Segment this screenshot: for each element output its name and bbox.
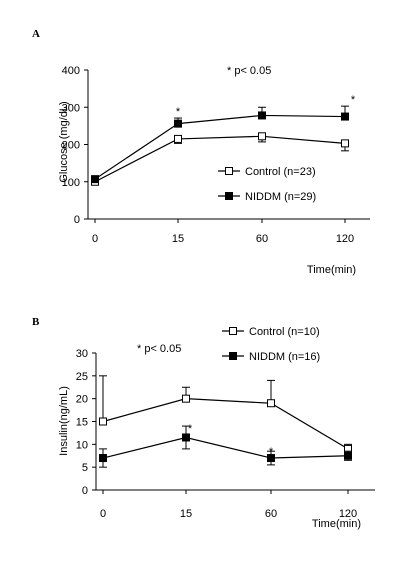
panel-a: A * p< 0.05 Glucose (mg/dL) Time(min) 0 1… xyxy=(32,28,370,276)
panel-b-series-niddm-point xyxy=(182,433,190,442)
panel-b-series-niddm-point xyxy=(267,454,275,463)
panel-a-series-control-point xyxy=(341,139,349,148)
panel-b-x-tick-label: 15 xyxy=(180,508,192,520)
panel-b-series-niddm-line xyxy=(102,436,349,459)
panel-b: B * p< 0.05 Insulin(ng/mL) Time(min) 0 5 1… xyxy=(32,316,375,530)
panel-b-series-niddm-point xyxy=(99,454,107,463)
panel-b-series-niddm-legend-marker xyxy=(229,352,237,360)
panel-b-y-tick-label: 25 xyxy=(76,371,88,383)
panel-b-x-tick-label: 120 xyxy=(339,508,357,520)
panel-b-significance-note: * p< 0.05 xyxy=(137,343,181,355)
panel-a-series-niddm-line xyxy=(94,114,346,180)
panel-b-significance-star: * xyxy=(269,446,274,458)
panel-b-series-control-point xyxy=(267,399,275,408)
panel-a-y-axis-title: Glucose (mg/dL) xyxy=(58,101,70,182)
panel-a-x-axis-title: Time(min) xyxy=(307,264,356,276)
panel-b-y-tick-label: 0 xyxy=(82,485,88,497)
panel-b-x-axis-title: Time(min) xyxy=(312,518,361,530)
panel-b-y-tick-label: 20 xyxy=(76,394,88,406)
panel-a-series-control-legend-label: Control (n=23) xyxy=(245,166,316,178)
panel-b-x-tick-label: 0 xyxy=(100,508,106,520)
panel-a-x-tick-label: 60 xyxy=(256,233,268,245)
panel-b-series-control-point xyxy=(99,417,107,426)
panel-a-significance-star: * xyxy=(176,106,181,118)
panel-a-series-niddm-legend-marker xyxy=(225,192,233,200)
panel-a-y-tick-label: 400 xyxy=(62,65,80,77)
panel-b-y-tick-label: 30 xyxy=(76,348,88,360)
panel-a-series-control-legend-marker xyxy=(225,167,233,175)
panel-a-significance-star: * xyxy=(351,94,356,106)
panel-a-series-niddm-point xyxy=(341,112,349,121)
panel-a-series-control-point xyxy=(174,134,182,143)
panel-b-series-niddm-legend-label: NIDDM (n=16) xyxy=(249,351,320,363)
panel-a-x-tick-label: 15 xyxy=(172,233,184,245)
panel-a-x-tick-label: 0 xyxy=(92,233,98,245)
panel-a-series-niddm-point xyxy=(258,111,266,120)
panel-b-plot: 0 5 10 15 20 25 30 0 15 60 120 Control (n=10) NIDDM … xyxy=(76,326,375,520)
panel-a-plot: 0 100 200 300 400 0 15 60 120 Control (n=23) NIDDM… xyxy=(62,65,370,245)
panel-a-series-niddm-point xyxy=(174,119,182,128)
panel-a-series-niddm-point xyxy=(91,175,99,184)
panel-a-y-tick-label: 100 xyxy=(62,177,80,189)
panel-b-series-control-line xyxy=(102,398,349,450)
panel-a-y-tick-label: 0 xyxy=(74,214,80,226)
panel-b-series-control-legend-label: Control (n=10) xyxy=(249,326,320,338)
panel-b-y-tick-label: 15 xyxy=(76,417,88,429)
panel-b-series-niddm-point xyxy=(344,451,352,460)
panel-a-y-tick-label: 300 xyxy=(62,102,80,114)
panel-b-label: B xyxy=(32,316,40,328)
panel-b-y-tick-label: 10 xyxy=(76,439,88,451)
panel-a-x-tick-label: 120 xyxy=(336,233,354,245)
panel-b-y-tick-label: 5 xyxy=(82,462,88,474)
panel-a-series-niddm-legend-label: NIDDM (n=29) xyxy=(245,191,316,203)
panel-b-series-control-legend-marker xyxy=(229,327,237,335)
panel-a-y-tick-label: 200 xyxy=(62,140,80,152)
panel-b-x-tick-label: 60 xyxy=(265,508,277,520)
panel-a-series-control-point xyxy=(258,132,266,141)
panel-b-significance-star: * xyxy=(188,423,193,435)
panel-b-y-axis-title: Insulin(ng/mL) xyxy=(58,386,70,456)
panel-a-significance-note: * p< 0.05 xyxy=(227,65,271,77)
panel-b-series-control-point xyxy=(182,394,190,403)
panel-a-series-control-line xyxy=(94,135,346,183)
panel-a-label: A xyxy=(32,28,40,40)
